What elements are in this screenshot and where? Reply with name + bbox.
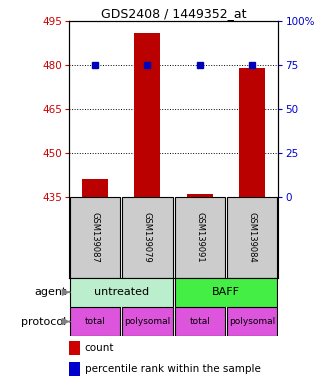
- Bar: [122, 197, 172, 278]
- Bar: [239, 68, 265, 197]
- Text: GSM139084: GSM139084: [248, 212, 257, 263]
- Bar: [227, 307, 277, 336]
- Text: GSM139087: GSM139087: [91, 212, 100, 263]
- Text: count: count: [84, 343, 114, 353]
- Text: agent: agent: [34, 287, 67, 297]
- Text: GSM139091: GSM139091: [195, 212, 204, 263]
- Text: total: total: [189, 317, 210, 326]
- Text: polysomal: polysomal: [124, 317, 171, 326]
- Bar: [187, 194, 213, 197]
- Text: untreated: untreated: [94, 287, 149, 297]
- Bar: [175, 278, 277, 307]
- Text: BAFF: BAFF: [212, 287, 240, 297]
- Bar: [69, 362, 80, 376]
- Bar: [122, 307, 172, 336]
- Bar: [175, 197, 225, 278]
- Bar: [134, 33, 161, 197]
- Text: polysomal: polysomal: [229, 317, 275, 326]
- Text: total: total: [84, 317, 105, 326]
- Bar: [227, 197, 277, 278]
- Bar: [70, 197, 120, 278]
- Text: protocol: protocol: [21, 316, 67, 326]
- Text: GSM139079: GSM139079: [143, 212, 152, 263]
- Bar: [70, 307, 120, 336]
- Bar: [70, 278, 172, 307]
- Title: GDS2408 / 1449352_at: GDS2408 / 1449352_at: [101, 7, 246, 20]
- Bar: [69, 341, 80, 355]
- Bar: [175, 307, 225, 336]
- Bar: [82, 179, 108, 197]
- Text: percentile rank within the sample: percentile rank within the sample: [84, 364, 260, 374]
